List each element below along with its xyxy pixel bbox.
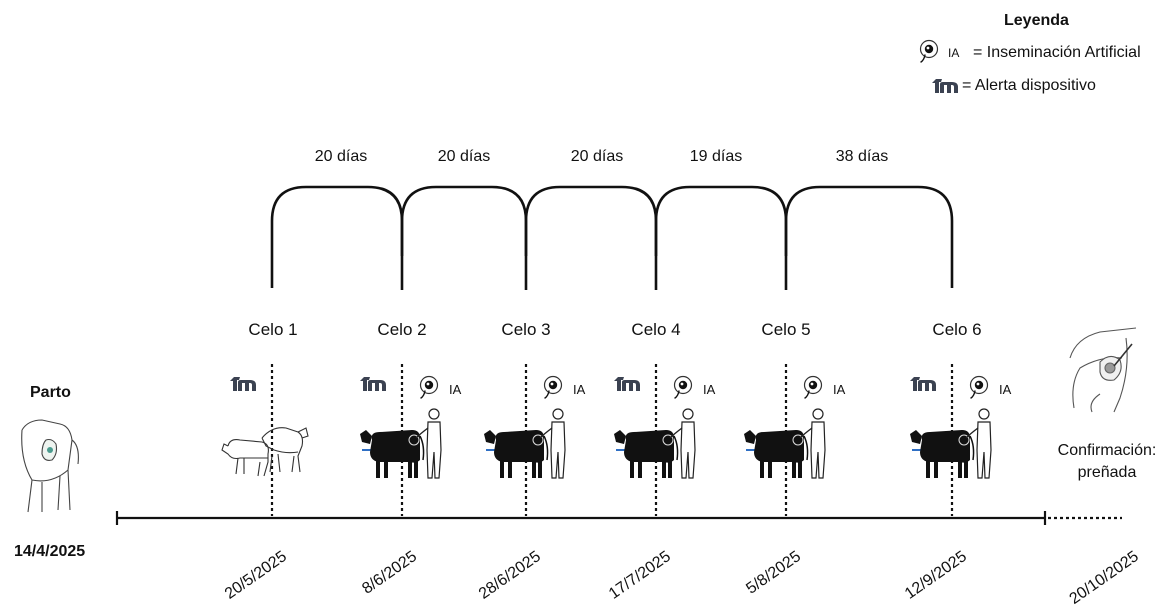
insemination-illustration [484, 408, 566, 479]
heat-ia-label-5: IA [833, 382, 846, 397]
insemination-illustration [744, 408, 826, 479]
heat-ia-label-3: IA [573, 382, 586, 397]
legend-device-text: = Alerta dispositivo [962, 77, 1096, 94]
heat-ia-label-2: IA [449, 382, 462, 397]
interval-label-5: 38 días [835, 148, 889, 165]
insemination-illustration [360, 408, 442, 479]
insemination-icon [419, 375, 439, 399]
end-label-line2: preñada [1077, 464, 1137, 481]
end-label-line1: Confirmación: [1057, 442, 1157, 459]
insemination-icon [673, 375, 693, 399]
device-alert-icon [614, 377, 640, 391]
interval-arch-1 [270, 185, 404, 290]
device-alert-icon [910, 377, 936, 391]
interval-arch-2 [400, 185, 528, 290]
interval-label-1: 20 días [314, 148, 368, 165]
interval-label-3: 20 días [570, 148, 624, 165]
legend-insemination-icon [919, 39, 939, 63]
heat-label-3: Celo 3 [501, 320, 551, 339]
interval-label-4: 19 días [689, 148, 743, 165]
device-alert-icon [360, 377, 386, 391]
interval-arch-3 [524, 185, 658, 290]
legend-ia-abbr: IA [948, 46, 960, 60]
insemination-icon [543, 375, 563, 399]
heat-label-1: Celo 1 [248, 320, 298, 339]
insemination-icon [803, 375, 823, 399]
calving-illustration [21, 419, 79, 513]
heat-ia-label-4: IA [703, 382, 716, 397]
insemination-illustration [910, 408, 992, 479]
legend-ia-text: = Inseminación Artificial [973, 44, 1141, 61]
device-alert-icon [230, 377, 256, 391]
heat-label-2: Celo 2 [377, 320, 427, 339]
end-label: Confirmación: preñada [1058, 440, 1157, 484]
interval-label-2: 20 días [437, 148, 491, 165]
start-label: Parto [30, 384, 71, 401]
legend-device-alert-icon [932, 79, 958, 93]
interval-arch-4 [654, 185, 788, 290]
interval-arch-5 [784, 185, 954, 288]
heat-label-5: Celo 5 [761, 320, 811, 339]
heat-label-6: Celo 6 [932, 320, 982, 339]
cows-mounting-illustration [221, 427, 309, 477]
legend-title: Leyenda [1004, 12, 1069, 29]
insemination-illustration [614, 408, 696, 479]
pregnancy-check-illustration [1069, 327, 1137, 413]
heat-ia-label-6: IA [999, 382, 1012, 397]
heat-label-4: Celo 4 [631, 320, 681, 339]
start-date: 14/4/2025 [14, 543, 86, 560]
insemination-icon [969, 375, 989, 399]
